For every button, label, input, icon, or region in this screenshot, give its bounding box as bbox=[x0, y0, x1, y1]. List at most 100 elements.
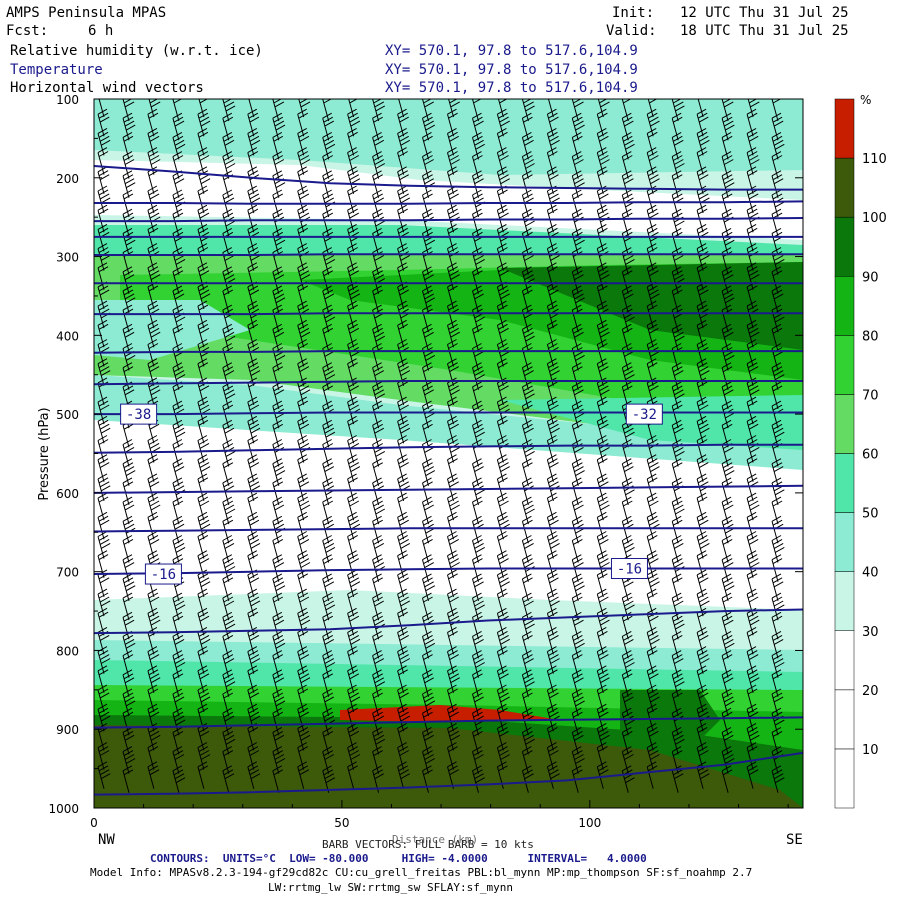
wind-barb bbox=[696, 166, 709, 194]
wind-barb bbox=[397, 550, 408, 578]
wind-barb bbox=[372, 131, 385, 160]
wind-barb bbox=[272, 285, 286, 314]
wind-barb bbox=[546, 204, 558, 233]
wind-barb bbox=[571, 208, 584, 237]
wind-barb bbox=[621, 112, 634, 141]
wind-barb bbox=[496, 262, 509, 290]
wind-barb bbox=[97, 147, 109, 175]
wind-barb bbox=[197, 473, 209, 502]
wind-barb bbox=[422, 726, 434, 755]
wind-barb bbox=[397, 243, 411, 271]
wind-barb bbox=[496, 665, 509, 693]
wind-barb bbox=[122, 227, 136, 256]
wind-barb bbox=[372, 688, 383, 717]
wind-barb bbox=[646, 550, 659, 578]
wind-barb bbox=[197, 531, 209, 559]
wind-barb bbox=[496, 569, 510, 598]
wind-barb bbox=[596, 588, 609, 617]
wind-barb bbox=[122, 131, 134, 160]
wind-barb bbox=[372, 400, 383, 429]
wind-barb bbox=[297, 339, 309, 367]
wind-barb bbox=[746, 473, 759, 502]
contour-label: -16 bbox=[617, 562, 642, 578]
wind-barb bbox=[347, 742, 361, 770]
wind-barb bbox=[397, 492, 408, 521]
wind-barb bbox=[771, 688, 784, 717]
wind-barb bbox=[397, 646, 411, 674]
wind-barb bbox=[697, 99, 704, 118]
wind-barb bbox=[322, 400, 335, 429]
wind-barb bbox=[197, 588, 209, 617]
wind-barb bbox=[147, 703, 160, 732]
wind-barb bbox=[272, 99, 285, 122]
wind-barb bbox=[197, 319, 210, 348]
init-time: 12 UTC Thu 31 Jul 25 bbox=[680, 5, 849, 21]
wind-barb bbox=[372, 247, 385, 275]
wind-barb bbox=[696, 684, 709, 713]
wind-barb bbox=[646, 281, 660, 310]
wind-barb bbox=[422, 131, 433, 160]
wind-barb bbox=[347, 185, 358, 214]
wind-barb bbox=[496, 684, 510, 713]
wind-barb bbox=[322, 515, 335, 544]
wind-barb bbox=[122, 189, 134, 218]
wind-barb bbox=[721, 515, 735, 544]
wind-barb bbox=[397, 185, 411, 214]
wind-barb bbox=[122, 726, 135, 755]
wind-barb bbox=[222, 477, 235, 506]
wind-barb bbox=[272, 746, 286, 774]
wind-barb bbox=[397, 319, 408, 348]
wind-barb bbox=[122, 573, 136, 602]
wind-barb bbox=[496, 281, 510, 310]
wind-barb bbox=[721, 669, 734, 697]
wind-barb bbox=[646, 358, 658, 386]
wind-barb bbox=[272, 650, 284, 678]
wind-barb bbox=[197, 607, 210, 636]
wind-barb bbox=[97, 454, 110, 482]
wind-barb bbox=[322, 726, 334, 755]
wind-barb bbox=[397, 703, 411, 732]
wind-barb bbox=[122, 630, 136, 659]
wind-barb bbox=[222, 573, 234, 602]
wind-barb bbox=[596, 665, 610, 693]
wind-barb bbox=[272, 131, 284, 160]
x-tick-label: 100 bbox=[578, 816, 601, 830]
wind-barb bbox=[97, 108, 110, 137]
wind-barb bbox=[197, 358, 209, 386]
wind-barb bbox=[347, 722, 360, 751]
wind-barb bbox=[496, 147, 509, 175]
wind-barb bbox=[372, 630, 383, 659]
wind-barb bbox=[347, 761, 358, 789]
wind-barb bbox=[297, 358, 310, 386]
wind-barb bbox=[122, 515, 136, 544]
colorbar-level-label: 50 bbox=[862, 507, 879, 522]
wind-barb bbox=[122, 112, 136, 141]
wind-barb bbox=[472, 535, 485, 563]
wind-barb bbox=[297, 511, 309, 540]
wind-barb bbox=[721, 381, 734, 410]
wind-barb bbox=[197, 703, 209, 732]
wind-barb bbox=[671, 765, 684, 793]
wind-barb bbox=[671, 304, 684, 333]
wind-barb bbox=[596, 742, 608, 770]
wind-barb bbox=[571, 630, 585, 659]
colorbar-bin bbox=[834, 748, 855, 809]
model-info: Model Info: MPASv8.2.3-194-gf29cd82c CU:… bbox=[90, 866, 753, 879]
wind-barb bbox=[472, 362, 485, 390]
wind-barb bbox=[521, 630, 533, 659]
wind-barb bbox=[322, 285, 335, 314]
wind-barb bbox=[422, 573, 436, 602]
wind-barb bbox=[771, 650, 785, 678]
wind-barb bbox=[398, 99, 405, 118]
wind-barb bbox=[222, 630, 234, 659]
wind-barb bbox=[222, 496, 236, 525]
wind-barb bbox=[222, 765, 235, 793]
wind-barb bbox=[222, 112, 234, 141]
y-axis-title: Pressure (hPa) bbox=[37, 407, 52, 500]
wind-barb bbox=[247, 127, 261, 156]
wind-barb bbox=[621, 726, 633, 755]
wind-barb bbox=[297, 454, 309, 482]
wind-barb bbox=[671, 381, 685, 410]
wind-barb bbox=[546, 550, 558, 578]
wind-barb bbox=[372, 99, 386, 122]
